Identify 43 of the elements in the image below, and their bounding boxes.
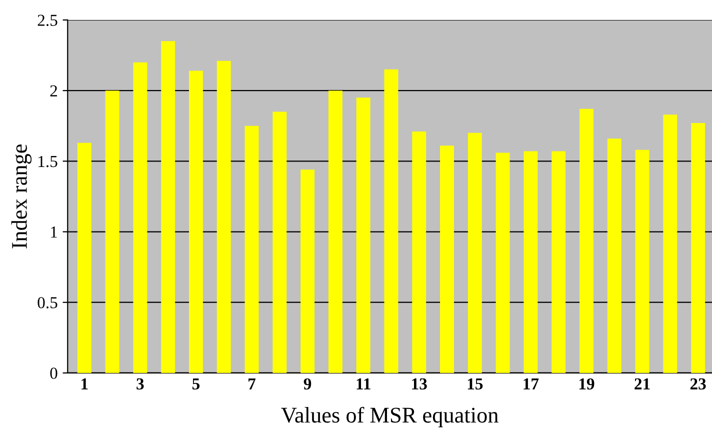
bar bbox=[300, 170, 315, 373]
y-tick-label: 0.5 bbox=[38, 297, 58, 308]
bar bbox=[635, 150, 650, 373]
bar bbox=[272, 112, 287, 373]
x-tick-label: 19 bbox=[579, 378, 594, 390]
bar bbox=[77, 142, 92, 373]
bar bbox=[105, 90, 120, 373]
x-tick-label: 7 bbox=[248, 378, 256, 390]
x-tick-label: 17 bbox=[524, 378, 539, 390]
y-tick-label: 2.5 bbox=[38, 14, 58, 26]
x-axis-title: Values of MSR equation bbox=[281, 406, 498, 428]
y-tick-label: 1 bbox=[51, 226, 57, 238]
bar bbox=[524, 151, 538, 373]
x-tick-label: 21 bbox=[634, 378, 650, 390]
x-tick-label: 11 bbox=[356, 378, 370, 390]
x-tick-label: 5 bbox=[192, 378, 200, 390]
x-tick-label: 15 bbox=[468, 378, 483, 390]
x-tick-label: 23 bbox=[690, 378, 706, 390]
x-tick-label: 3 bbox=[136, 378, 144, 390]
y-axis-title: Index range bbox=[11, 144, 32, 248]
bar bbox=[496, 152, 510, 373]
bar bbox=[412, 132, 426, 373]
bar bbox=[580, 108, 594, 373]
bar bbox=[356, 98, 370, 373]
x-tick-label: 1 bbox=[82, 378, 88, 390]
y-tick-label: 0 bbox=[50, 368, 58, 379]
bar bbox=[216, 60, 231, 373]
bar bbox=[328, 90, 342, 373]
y-tick-label: 2 bbox=[50, 85, 57, 96]
y-tick-label: 1.5 bbox=[38, 156, 58, 168]
bar bbox=[440, 146, 454, 373]
bar bbox=[244, 126, 259, 373]
x-tick-label: 9 bbox=[304, 378, 312, 390]
bar bbox=[468, 132, 482, 373]
bar bbox=[607, 138, 622, 373]
bar bbox=[691, 123, 706, 373]
bar bbox=[188, 70, 203, 373]
x-tick-label: 13 bbox=[412, 378, 427, 390]
bar bbox=[133, 62, 148, 373]
bar bbox=[663, 114, 678, 373]
bar bbox=[161, 41, 176, 373]
bar bbox=[384, 69, 398, 373]
bar bbox=[552, 151, 566, 373]
